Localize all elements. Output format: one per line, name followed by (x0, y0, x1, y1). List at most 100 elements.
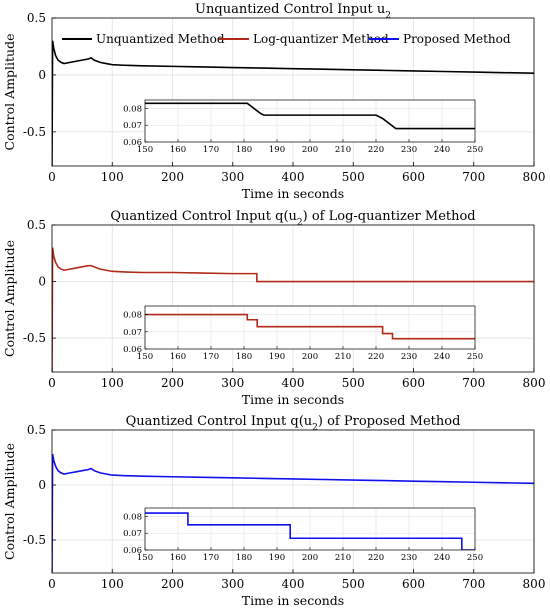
chart-title-main: Quantized Control Input q(u (110, 209, 297, 224)
inset-y-tick-label: 0.07 (123, 328, 142, 338)
series-line-1 (52, 454, 534, 573)
y-tick-label: -0.5 (23, 125, 46, 139)
x-tick-label: 0 (48, 170, 56, 184)
chart-panel-2: Quantized Control Input q(u2) of Log-qua… (2, 209, 545, 407)
inset-x-tick-label: 150 (137, 352, 153, 362)
x-tick-label: 0 (48, 376, 56, 390)
inset-x-tick-label: 220 (368, 145, 384, 155)
x-tick-label: 600 (402, 170, 425, 184)
x-tick-label: 700 (462, 170, 485, 184)
inset-y-tick-label: 0.07 (123, 121, 142, 131)
x-tick-label: 200 (161, 577, 184, 591)
inset-series-line-1 (145, 313, 475, 340)
y-tick-label: -0.5 (23, 533, 46, 547)
inset-x-tick-label: 240 (434, 145, 450, 155)
inset-x-tick-label: 160 (170, 145, 186, 155)
x-tick-label: 300 (221, 170, 244, 184)
chart-title: Quantized Control Input q(u2) of Propose… (126, 414, 461, 433)
inset-x-tick-label: 220 (368, 553, 384, 563)
x-axis-label: Time in seconds (242, 593, 344, 608)
inset-chart: 150 160 170 180 190 200 210 220 230 240 250 0.08 0.0… (123, 99, 483, 155)
inset-x-tick-label: 250 (467, 145, 483, 155)
x-tick-label: 400 (282, 376, 305, 390)
inset-x-tick-label: 170 (203, 553, 219, 563)
inset-chart: 150 160 170 180 190 200 210 220 230 240 250 0.08 0.0… (123, 507, 483, 563)
chart-title: Quantized Control Input q(u2) of Log-qua… (110, 209, 475, 228)
x-tick-label: 200 (161, 170, 184, 184)
inset-x-tick-label: 160 (170, 352, 186, 362)
chart-title: Unquantized Control Input u2 (195, 2, 391, 21)
inset-y-tick-label: 0.08 (123, 104, 142, 114)
inset-x-tick-label: 180 (236, 145, 252, 155)
series-line-1 (52, 247, 534, 372)
inset-x-tick-label: 220 (368, 352, 384, 362)
legend-label-3: Proposed Method (403, 32, 511, 46)
inset-x-tick-label: 190 (269, 553, 285, 563)
x-axis-label: Time in seconds (242, 186, 344, 201)
chart-title-subscript: 2 (385, 11, 391, 21)
legend-label-2: Log-quantizer Method (253, 32, 389, 46)
x-tick-label: 0 (48, 577, 56, 591)
x-tick-label: 100 (101, 376, 124, 390)
chart-panel-3: Quantized Control Input q(u2) of Propose… (2, 414, 545, 608)
inset-y-tick-label: 0.07 (123, 529, 142, 539)
chart-title-subscript: 2 (297, 218, 303, 228)
x-tick-label: 500 (342, 577, 365, 591)
inset-x-tick-label: 190 (269, 352, 285, 362)
inset-x-tick-label: 250 (467, 352, 483, 362)
inset-x-tick-label: 210 (335, 553, 351, 563)
inset-y-tick-label: 0.08 (123, 311, 142, 321)
legend: Unquantized Method Log-quantizer Method Pr… (62, 32, 511, 46)
inset-x-tick-label: 250 (467, 553, 483, 563)
y-axis-label: Control Amplitude (2, 34, 17, 151)
y-tick-label: 0 (38, 478, 46, 492)
x-tick-label: 200 (161, 376, 184, 390)
series-line-1 (52, 40, 534, 166)
x-tick-label: 800 (523, 577, 546, 591)
inset-y-tick-label: 0.08 (123, 512, 142, 522)
chart-panel-1: Unquantized Control Input u2 0 100 200 300 40… (2, 2, 545, 201)
inset-x-tick-label: 200 (302, 352, 318, 362)
y-tick-label: 0 (38, 68, 46, 82)
x-tick-label: 800 (523, 170, 546, 184)
inset-x-tick-label: 160 (170, 553, 186, 563)
chart-title-subscript: 2 (312, 423, 318, 433)
chart-title-main: Quantized Control Input q(u (126, 414, 313, 429)
x-tick-label: 700 (462, 376, 485, 390)
inset-x-tick-label: 200 (302, 553, 318, 563)
inset-x-tick-label: 210 (335, 352, 351, 362)
y-tick-label: -0.5 (23, 331, 46, 345)
y-tick-label: 0.5 (27, 11, 46, 25)
x-tick-label: 100 (101, 577, 124, 591)
x-tick-label: 500 (342, 170, 365, 184)
inset-x-tick-label: 210 (335, 145, 351, 155)
x-axis-label: Time in seconds (242, 392, 344, 407)
inset-x-tick-label: 190 (269, 145, 285, 155)
inset-chart: 150 160 170 180 190 200 210 220 230 240 250 0.08 0.0… (123, 305, 483, 362)
x-tick-label: 700 (462, 577, 485, 591)
inset-x-tick-label: 170 (203, 352, 219, 362)
inset-x-tick-label: 150 (137, 145, 153, 155)
inset-x-tick-label: 170 (203, 145, 219, 155)
x-tick-label: 400 (282, 577, 305, 591)
y-axis-label: Control Amplitude (2, 240, 17, 357)
x-tick-label: 600 (402, 376, 425, 390)
y-tick-label: 0.5 (27, 218, 46, 232)
inset-x-tick-label: 230 (401, 553, 417, 563)
inset-x-tick-label: 230 (401, 145, 417, 155)
y-tick-label: 0.5 (27, 423, 46, 437)
inset-series-line-1 (145, 102, 475, 130)
x-tick-label: 500 (342, 376, 365, 390)
x-tick-label: 800 (523, 376, 546, 390)
inset-x-tick-label: 180 (236, 553, 252, 563)
x-tick-label: 100 (101, 170, 124, 184)
inset-x-tick-label: 180 (236, 352, 252, 362)
x-tick-label: 600 (402, 577, 425, 591)
inset-x-tick-label: 150 (137, 553, 153, 563)
x-tick-label: 400 (282, 170, 305, 184)
chart-title-end: ) of Log-quantizer Method (303, 209, 476, 224)
y-axis-label: Control Amplitude (2, 443, 17, 560)
chart-title-main: Unquantized Control Input u (195, 2, 385, 17)
chart-title-end: ) of Proposed Method (318, 414, 460, 429)
